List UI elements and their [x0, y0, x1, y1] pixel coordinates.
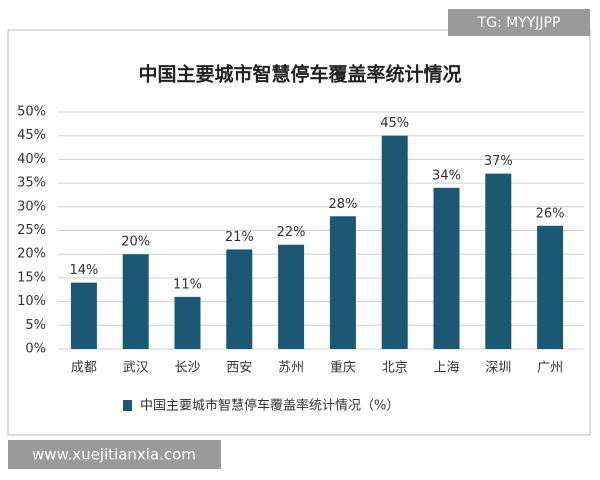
x-tick-label: 长沙 [174, 361, 200, 376]
bar [485, 173, 512, 349]
value-label: 45% [380, 116, 409, 131]
value-label: 34% [432, 168, 461, 183]
value-label: 22% [277, 225, 306, 240]
value-label: 21% [225, 230, 254, 245]
value-label: 28% [328, 197, 357, 212]
value-label: 20% [121, 235, 150, 250]
legend-swatch [123, 400, 132, 411]
y-tick-label: 0% [25, 342, 46, 357]
bar [537, 225, 564, 349]
bar [70, 282, 97, 349]
bar [329, 216, 356, 349]
bar [174, 296, 201, 349]
x-tick-label: 苏州 [278, 360, 304, 376]
y-tick-label: 50% [17, 105, 46, 120]
value-label: 26% [536, 206, 565, 221]
y-tick-label: 25% [17, 223, 46, 238]
y-tick-label: 45% [17, 128, 46, 143]
y-tick-label: 15% [17, 270, 46, 285]
x-tick-label: 广州 [537, 361, 563, 376]
bar [433, 187, 460, 349]
value-label: 11% [173, 277, 202, 292]
x-tick-label: 武汉 [123, 361, 149, 376]
value-label: 37% [484, 154, 513, 169]
x-tick-label: 上海 [433, 361, 459, 376]
source-box [8, 440, 221, 469]
x-tick-label: 西安 [226, 361, 252, 376]
bar [226, 249, 253, 349]
y-tick-label: 40% [17, 152, 46, 167]
x-tick-label: 重庆 [330, 360, 356, 376]
bar [278, 244, 305, 349]
watermark: TG: MYYJJPP [477, 15, 561, 31]
x-tick-label: 北京 [382, 361, 408, 376]
y-tick-label: 30% [17, 199, 46, 214]
y-tick-label: 35% [17, 176, 46, 191]
x-tick-label: 成都 [71, 361, 97, 376]
value-label: 14% [69, 263, 98, 278]
source-url: www.xuejitianxia.com [32, 446, 196, 464]
bar [122, 254, 149, 349]
y-tick-label: 10% [17, 294, 46, 309]
y-tick-label: 5% [25, 318, 46, 333]
chart-title: 中国主要城市智慧停车覆盖率统计情况 [138, 63, 461, 86]
bar [381, 135, 408, 349]
x-tick-label: 深圳 [485, 361, 511, 376]
legend-label: 中国主要城市智慧停车覆盖率统计情况（%） [140, 398, 399, 414]
y-tick-label: 20% [17, 247, 46, 262]
watermark-box [448, 9, 590, 36]
